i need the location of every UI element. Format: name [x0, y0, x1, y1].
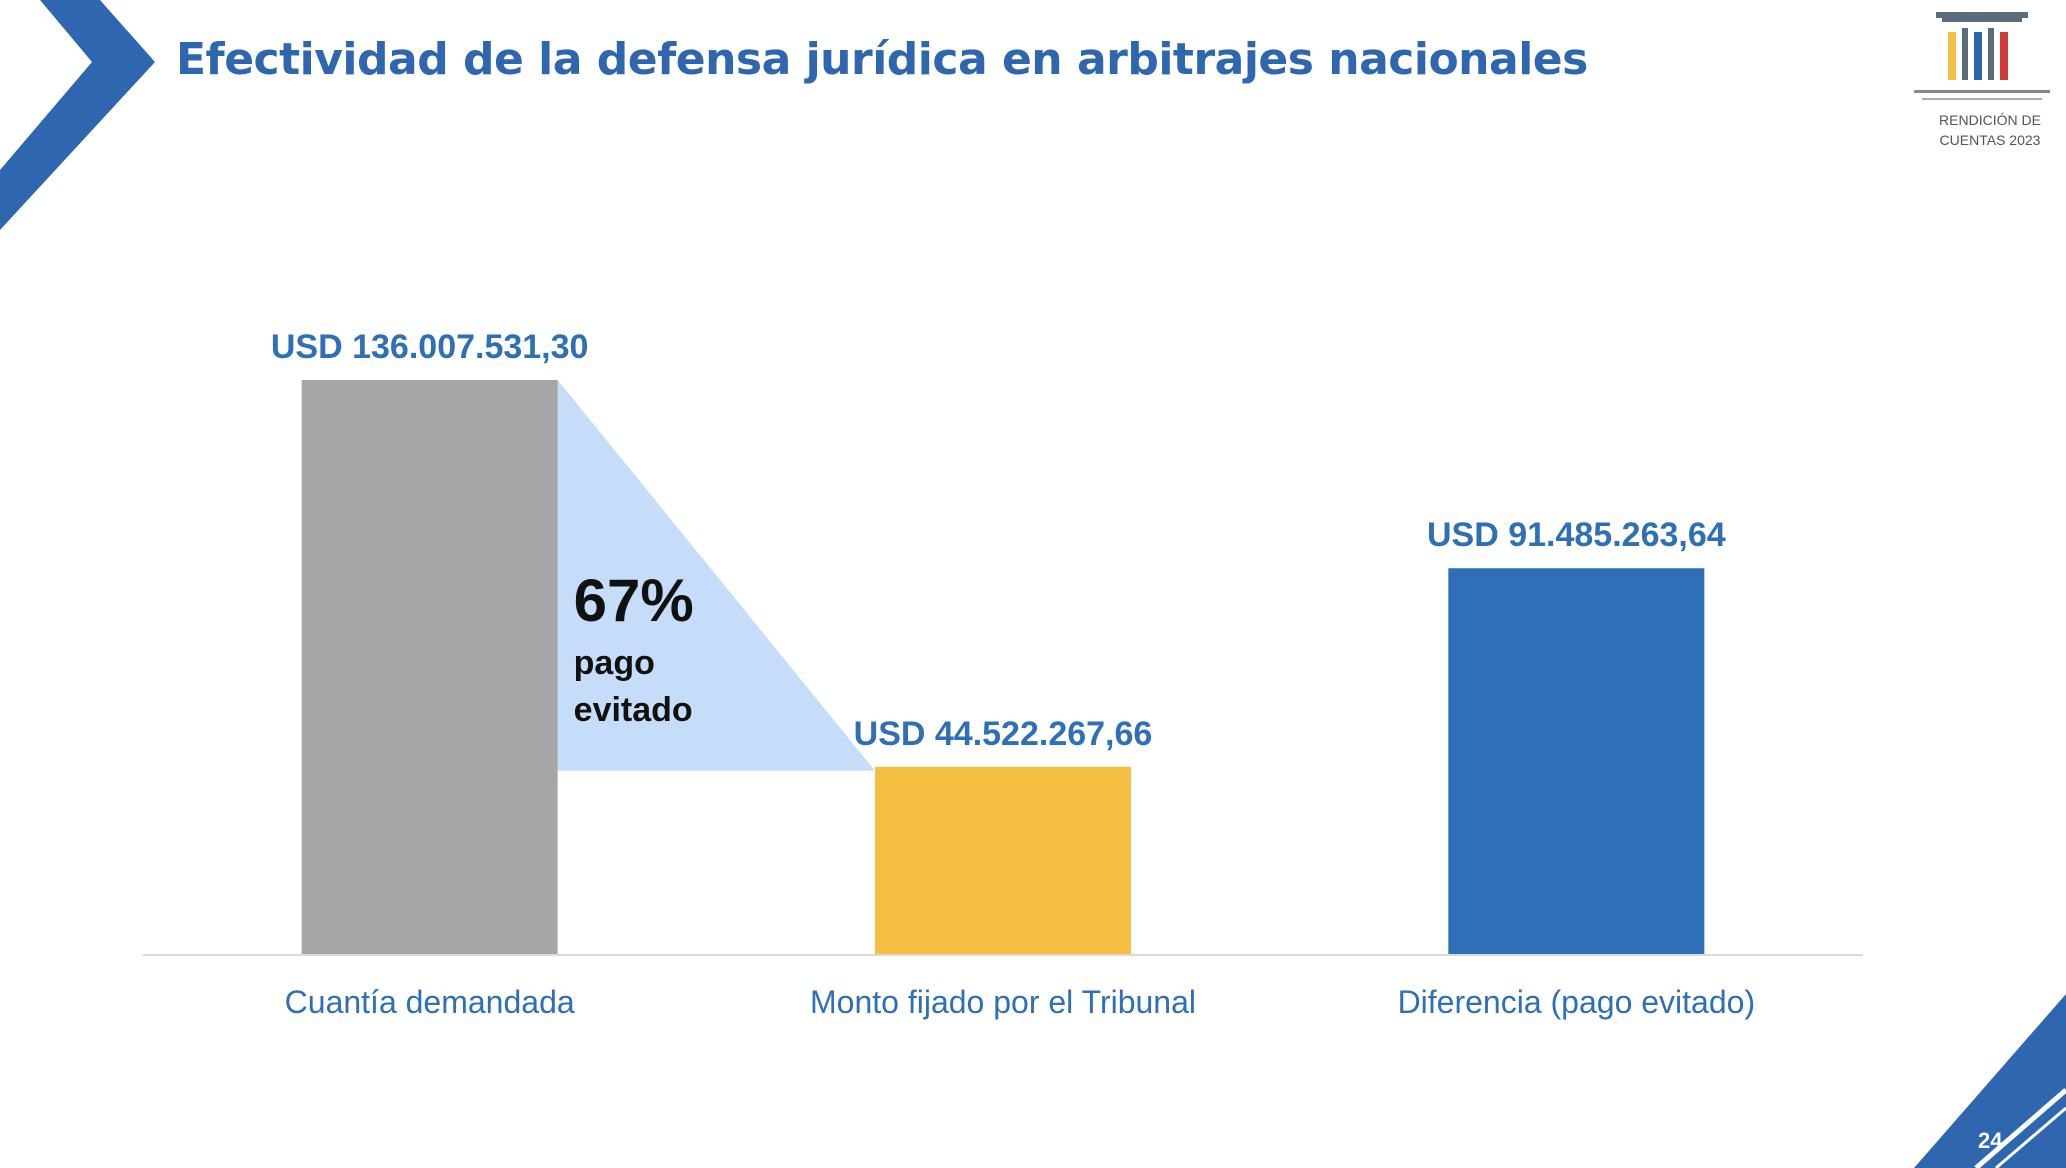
x-tick-label-2: Monto fijado por el Tribunal [810, 984, 1196, 1020]
bar-2 [875, 766, 1131, 955]
annotation-line-1: pago [574, 644, 655, 682]
page-title: Efectividad de la defensa jurídica en ar… [176, 34, 1588, 85]
bar-3 [1448, 568, 1705, 955]
institution-logo [1914, 12, 2050, 100]
bar-1 [301, 380, 558, 955]
logo-caption: RENDICIÓN DE CUENTAS 2023 [1900, 110, 2066, 150]
left-chevron-decoration [0, 0, 155, 230]
data-label-1: USD 136.007.531,30 [271, 328, 589, 366]
x-tick-label-1: Cuantía demandada [285, 984, 575, 1020]
x-tick-label-3: Diferencia (pago evitado) [1398, 984, 1756, 1020]
logo-caption-line-2: CUENTAS 2023 [1939, 132, 2041, 148]
corner-stripe-decoration [1914, 994, 2066, 1168]
logo-caption-line-1: RENDICIÓN DE [1939, 112, 2041, 128]
chart-marks: USD 136.007.531,30 USD 44.522.267,66 USD 9… [143, 328, 1863, 1020]
data-label-3: USD 91.485.263,64 [1427, 516, 1726, 554]
annotation-percent: 67% [574, 567, 694, 634]
annotation-line-2: evitado [574, 691, 693, 729]
avoided-payment-connector [557, 380, 875, 771]
page-number: 24 [1978, 1128, 2003, 1153]
data-label-2: USD 44.522.267,66 [854, 715, 1153, 753]
